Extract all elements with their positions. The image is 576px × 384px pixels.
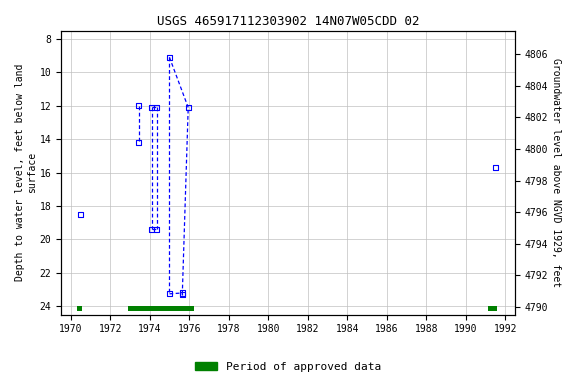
Title: USGS 465917112303902 14N07W05CDD 02: USGS 465917112303902 14N07W05CDD 02 bbox=[157, 15, 419, 28]
Bar bbox=[488, 306, 497, 311]
Point bbox=[76, 211, 85, 217]
Bar bbox=[128, 306, 194, 311]
Point bbox=[134, 103, 143, 109]
Point bbox=[184, 104, 193, 111]
Y-axis label: Depth to water level, feet below land
surface: Depth to water level, feet below land su… bbox=[15, 64, 37, 281]
Legend: Period of approved data: Period of approved data bbox=[191, 358, 385, 377]
Point bbox=[165, 54, 174, 60]
Point bbox=[134, 139, 143, 146]
Point bbox=[147, 104, 156, 111]
Point bbox=[152, 227, 161, 233]
Bar bbox=[77, 306, 82, 311]
Point bbox=[177, 290, 187, 296]
Point bbox=[177, 291, 187, 298]
Point bbox=[491, 165, 500, 171]
Point bbox=[152, 104, 161, 111]
Point bbox=[147, 227, 156, 233]
Y-axis label: Groundwater level above NGVD 1929, feet: Groundwater level above NGVD 1929, feet bbox=[551, 58, 561, 287]
Point bbox=[165, 291, 174, 297]
